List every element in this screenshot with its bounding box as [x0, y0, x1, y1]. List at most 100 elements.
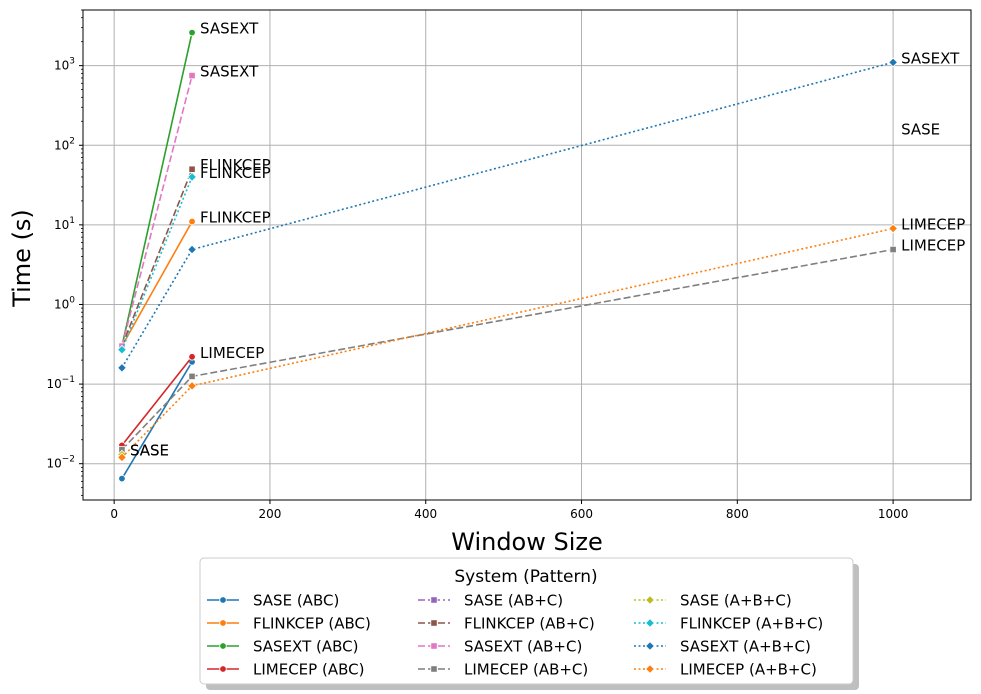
legend-label: FLINKCEP (ABC) [253, 615, 371, 633]
y-tick-label-base: 10 [46, 457, 61, 471]
y-tick-label-base: 10 [54, 59, 69, 73]
legend-entry-flinkcep-ab-c: FLINKCEP (AB+C) [418, 615, 595, 633]
annotation-label: FLINKCEP [200, 209, 271, 227]
legend-entry-sase-abc: SASE (ABC) [207, 592, 339, 610]
annotation-label: SASEXT [200, 20, 259, 38]
data-point-limecep-abc [188, 353, 196, 361]
plot-series [117, 28, 898, 483]
legend-marker [645, 641, 655, 651]
x-tick-label: 600 [570, 507, 593, 521]
series-line-sasext-a-b-c [121, 61, 894, 369]
series-line-flinkcep-abc [121, 221, 193, 347]
legend-marker [430, 619, 438, 627]
legend-label: SASE (AB+C) [464, 592, 563, 610]
series-limecep-abc [118, 353, 196, 450]
legend-entry-flinkcep-a-b-c: FLINKCEP (A+B+C) [634, 615, 823, 633]
series-sasext-a-b-c [117, 57, 898, 373]
x-tick-label: 200 [258, 507, 281, 521]
legend-label: FLINKCEP (AB+C) [464, 615, 595, 633]
legend-entry-sasext-abc: SASEXT (ABC) [207, 638, 358, 656]
legend-label: SASEXT (ABC) [253, 638, 358, 656]
legend-marker [219, 642, 227, 650]
legend: System (Pattern) SASE (ABC) FLINKCEP (ABC… [199, 557, 859, 690]
legend-entry-limecep-a-b-c: LIMECEP (A+B+C) [634, 661, 817, 679]
y-tick-label-exponent: 0 [69, 295, 75, 305]
annotation-label: LIMECEP [200, 344, 264, 362]
annotation-label: FLINKCEP [200, 164, 271, 182]
x-tick-label: 400 [414, 507, 437, 521]
series-sase-abc [118, 358, 196, 483]
legend-entry-sasext-a-b-c: SASEXT (A+B+C) [634, 638, 811, 656]
series-line-sasext-ab-c [121, 75, 193, 347]
legend-label: FLINKCEP (A+B+C) [680, 615, 823, 633]
legend-marker [645, 618, 655, 628]
data-point-flinkcep-a-b-c [117, 344, 127, 355]
x-axis-ticks: 0 200 400 600 800 1000 [110, 500, 908, 521]
legend-marker [219, 665, 227, 673]
x-tick-label: 800 [726, 507, 749, 521]
legend-entry-sase-a-b-c: SASE (A+B+C) [634, 592, 792, 610]
x-tick-label: 1000 [878, 507, 909, 521]
series-limecep-ab-c [118, 245, 897, 454]
y-tick-label: 103 [54, 57, 75, 73]
x-tick-label: 0 [110, 507, 118, 521]
data-point-limecep-ab-c [889, 245, 897, 254]
legend-box [199, 557, 854, 685]
legend-marker [645, 595, 655, 605]
y-tick-label-base: 10 [46, 377, 61, 391]
data-point-sasext-a-b-c [888, 57, 898, 68]
legend-items: SASE (ABC) FLINKCEP (ABC) SASEXT (ABC) LIME… [207, 592, 823, 679]
series-line-sase-abc [121, 361, 193, 480]
plot-frame [82, 9, 972, 501]
data-point-flinkcep-ab-c [188, 165, 196, 173]
legend-entry-limecep-ab-c: LIMECEP (AB+C) [418, 661, 588, 679]
data-point-limecep-ab-c [188, 372, 196, 380]
x-axis-label: Window Size [451, 528, 603, 556]
data-point-sase-abc [118, 474, 126, 483]
y-tick-label-exponent: 2 [69, 136, 75, 146]
legend-marker [430, 642, 438, 650]
data-point-sasext-abc [188, 28, 196, 37]
legend-label: LIMECEP (AB+C) [464, 661, 588, 679]
y-tick-label-exponent: −1 [62, 375, 75, 385]
legend-entry-flinkcep-abc: FLINKCEP (ABC) [207, 615, 371, 633]
annotation-label: SASEXT [901, 49, 960, 67]
legend-marker [430, 665, 438, 673]
legend-label: LIMECEP (A+B+C) [680, 661, 817, 679]
data-point-flinkcep-abc [188, 217, 196, 226]
legend-entry-sasext-ab-c: SASEXT (AB+C) [418, 638, 582, 656]
y-tick-label-base: 10 [54, 218, 69, 232]
y-tick-label-base: 10 [54, 297, 69, 311]
annotation-label: FLINKCEP [200, 156, 271, 174]
data-point-limecep-a-b-c [187, 380, 197, 391]
y-tick-label-exponent: 1 [69, 216, 75, 226]
legend-title: System (Pattern) [454, 567, 597, 587]
legend-marker [219, 619, 227, 627]
y-tick-label-exponent: −2 [62, 455, 75, 465]
annotations: SASEXTSASEXTFLINKCEPFLINKCEPFLINKCEPLIME… [130, 20, 965, 460]
legend-marker [219, 596, 227, 604]
series-line-limecep-abc [121, 356, 193, 446]
legend-entry-limecep-abc: LIMECEP (ABC) [207, 661, 364, 679]
y-axis-label: Time (s) [8, 209, 36, 308]
legend-label: SASE (ABC) [253, 592, 339, 610]
annotation-label: SASE [130, 442, 169, 460]
series-limecep-a-b-c [117, 223, 898, 463]
data-point-flinkcep-a-b-c [187, 172, 197, 182]
annotation-label: SASE [130, 442, 169, 460]
legend-label: SASEXT (A+B+C) [680, 638, 811, 656]
data-point-sasext-a-b-c [117, 362, 127, 373]
y-tick-label: 102 [54, 136, 75, 152]
y-tick-label: 10−2 [46, 455, 75, 471]
y-tick-label: 10−1 [46, 375, 75, 391]
y-tick-label-exponent: 3 [69, 57, 75, 67]
data-point-limecep-a-b-c [117, 452, 127, 463]
series-line-flinkcep-ab-c [121, 168, 193, 347]
legend-label: SASE (A+B+C) [680, 592, 792, 610]
series-flinkcep-a-b-c [117, 172, 197, 355]
legend-marker [645, 664, 655, 674]
y-tick-label-base: 10 [54, 138, 69, 152]
annotation-label: SASE [901, 121, 940, 139]
y-tick-label: 100 [54, 295, 75, 311]
